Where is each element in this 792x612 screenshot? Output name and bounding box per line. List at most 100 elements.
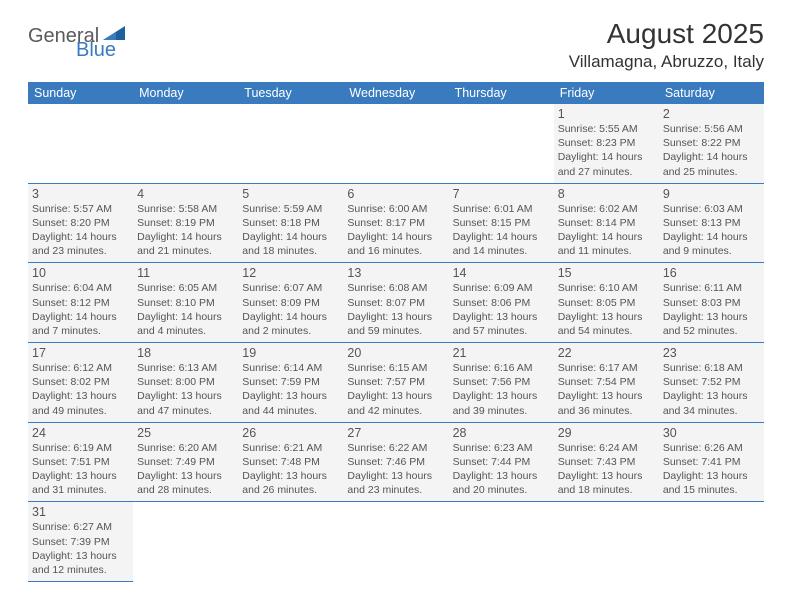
day-info-sr: Sunrise: 6:23 AM — [453, 441, 550, 455]
day-cell: 16Sunrise: 6:11 AMSunset: 8:03 PMDayligh… — [659, 263, 764, 343]
day-cell: 14Sunrise: 6:09 AMSunset: 8:06 PMDayligh… — [449, 263, 554, 343]
day-info-ss: Sunset: 8:03 PM — [663, 296, 760, 310]
day-info-ss: Sunset: 8:05 PM — [558, 296, 655, 310]
day-info-d2: and 52 minutes. — [663, 324, 760, 338]
day-cell: 15Sunrise: 6:10 AMSunset: 8:05 PMDayligh… — [554, 263, 659, 343]
day-info-d1: Daylight: 14 hours — [32, 310, 129, 324]
day-info-ss: Sunset: 8:17 PM — [347, 216, 444, 230]
day-info-d2: and 47 minutes. — [137, 404, 234, 418]
day-cell: 10Sunrise: 6:04 AMSunset: 8:12 PMDayligh… — [28, 263, 133, 343]
day-info-d2: and 23 minutes. — [32, 244, 129, 258]
day-info-ss: Sunset: 8:02 PM — [32, 375, 129, 389]
day-info-d2: and 18 minutes. — [242, 244, 339, 258]
day-cell: 5Sunrise: 5:59 AMSunset: 8:18 PMDaylight… — [238, 183, 343, 263]
day-cell: 27Sunrise: 6:22 AMSunset: 7:46 PMDayligh… — [343, 422, 448, 502]
day-number: 24 — [32, 426, 129, 440]
day-cell: 21Sunrise: 6:16 AMSunset: 7:56 PMDayligh… — [449, 343, 554, 423]
day-number: 10 — [32, 266, 129, 280]
day-info-ss: Sunset: 8:10 PM — [137, 296, 234, 310]
day-info-sr: Sunrise: 6:04 AM — [32, 281, 129, 295]
day-info-sr: Sunrise: 6:05 AM — [137, 281, 234, 295]
day-info-sr: Sunrise: 6:18 AM — [663, 361, 760, 375]
day-number: 18 — [137, 346, 234, 360]
day-info-d1: Daylight: 14 hours — [242, 310, 339, 324]
day-info-ss: Sunset: 8:23 PM — [558, 136, 655, 150]
day-info-d1: Daylight: 13 hours — [137, 469, 234, 483]
day-info-ss: Sunset: 8:07 PM — [347, 296, 444, 310]
day-cell: 26Sunrise: 6:21 AMSunset: 7:48 PMDayligh… — [238, 422, 343, 502]
day-info-d1: Daylight: 13 hours — [137, 389, 234, 403]
day-info-ss: Sunset: 7:49 PM — [137, 455, 234, 469]
day-info-sr: Sunrise: 6:14 AM — [242, 361, 339, 375]
day-info-sr: Sunrise: 6:13 AM — [137, 361, 234, 375]
day-info-sr: Sunrise: 5:56 AM — [663, 122, 760, 136]
day-cell: 6Sunrise: 6:00 AMSunset: 8:17 PMDaylight… — [343, 183, 448, 263]
day-info-d2: and 15 minutes. — [663, 483, 760, 497]
day-cell: 8Sunrise: 6:02 AMSunset: 8:14 PMDaylight… — [554, 183, 659, 263]
day-cell — [449, 104, 554, 183]
day-info-d1: Daylight: 13 hours — [32, 469, 129, 483]
day-info-d1: Daylight: 13 hours — [663, 310, 760, 324]
day-cell: 29Sunrise: 6:24 AMSunset: 7:43 PMDayligh… — [554, 422, 659, 502]
day-cell — [659, 502, 764, 582]
day-info-ss: Sunset: 8:12 PM — [32, 296, 129, 310]
day-info-d1: Daylight: 13 hours — [558, 469, 655, 483]
day-info-ss: Sunset: 8:22 PM — [663, 136, 760, 150]
day-info-d1: Daylight: 14 hours — [32, 230, 129, 244]
day-number: 23 — [663, 346, 760, 360]
day-info-d2: and 31 minutes. — [32, 483, 129, 497]
day-info-sr: Sunrise: 6:01 AM — [453, 202, 550, 216]
day-info-ss: Sunset: 7:59 PM — [242, 375, 339, 389]
day-info-sr: Sunrise: 6:07 AM — [242, 281, 339, 295]
day-info-d2: and 7 minutes. — [32, 324, 129, 338]
day-info-d2: and 9 minutes. — [663, 244, 760, 258]
day-cell: 25Sunrise: 6:20 AMSunset: 7:49 PMDayligh… — [133, 422, 238, 502]
day-number: 17 — [32, 346, 129, 360]
day-number: 27 — [347, 426, 444, 440]
week-row: 1Sunrise: 5:55 AMSunset: 8:23 PMDaylight… — [28, 104, 764, 183]
day-cell — [238, 104, 343, 183]
day-cell: 2Sunrise: 5:56 AMSunset: 8:22 PMDaylight… — [659, 104, 764, 183]
day-info-ss: Sunset: 8:14 PM — [558, 216, 655, 230]
day-cell: 7Sunrise: 6:01 AMSunset: 8:15 PMDaylight… — [449, 183, 554, 263]
day-info-ss: Sunset: 7:44 PM — [453, 455, 550, 469]
day-info-d1: Daylight: 13 hours — [347, 310, 444, 324]
day-info-d2: and 12 minutes. — [32, 563, 129, 577]
day-info-d2: and 25 minutes. — [663, 165, 760, 179]
day-info-sr: Sunrise: 5:59 AM — [242, 202, 339, 216]
day-info-d2: and 34 minutes. — [663, 404, 760, 418]
weekday-header: Thursday — [449, 82, 554, 104]
logo: GeneralBlue — [28, 26, 125, 60]
day-info-sr: Sunrise: 6:00 AM — [347, 202, 444, 216]
day-cell: 31Sunrise: 6:27 AMSunset: 7:39 PMDayligh… — [28, 502, 133, 582]
weekday-header: Tuesday — [238, 82, 343, 104]
day-number: 26 — [242, 426, 339, 440]
day-cell: 24Sunrise: 6:19 AMSunset: 7:51 PMDayligh… — [28, 422, 133, 502]
day-number: 31 — [32, 505, 129, 519]
day-number: 11 — [137, 266, 234, 280]
weekday-header: Saturday — [659, 82, 764, 104]
day-cell: 1Sunrise: 5:55 AMSunset: 8:23 PMDaylight… — [554, 104, 659, 183]
day-info-sr: Sunrise: 5:57 AM — [32, 202, 129, 216]
day-info-d1: Daylight: 13 hours — [558, 389, 655, 403]
day-info-d1: Daylight: 13 hours — [663, 469, 760, 483]
title-block: August 2025 Villamagna, Abruzzo, Italy — [569, 18, 764, 72]
day-info-ss: Sunset: 8:06 PM — [453, 296, 550, 310]
day-info-d2: and 36 minutes. — [558, 404, 655, 418]
day-info-sr: Sunrise: 6:26 AM — [663, 441, 760, 455]
day-info-d2: and 16 minutes. — [347, 244, 444, 258]
day-number: 20 — [347, 346, 444, 360]
day-info-ss: Sunset: 7:56 PM — [453, 375, 550, 389]
day-info-ss: Sunset: 7:39 PM — [32, 535, 129, 549]
day-info-d1: Daylight: 13 hours — [242, 389, 339, 403]
day-info-d2: and 2 minutes. — [242, 324, 339, 338]
day-info-sr: Sunrise: 6:10 AM — [558, 281, 655, 295]
day-info-ss: Sunset: 7:46 PM — [347, 455, 444, 469]
day-cell: 20Sunrise: 6:15 AMSunset: 7:57 PMDayligh… — [343, 343, 448, 423]
day-info-ss: Sunset: 7:48 PM — [242, 455, 339, 469]
day-info-d1: Daylight: 13 hours — [242, 469, 339, 483]
day-cell — [343, 104, 448, 183]
day-info-ss: Sunset: 7:54 PM — [558, 375, 655, 389]
weekday-header: Monday — [133, 82, 238, 104]
day-cell: 17Sunrise: 6:12 AMSunset: 8:02 PMDayligh… — [28, 343, 133, 423]
